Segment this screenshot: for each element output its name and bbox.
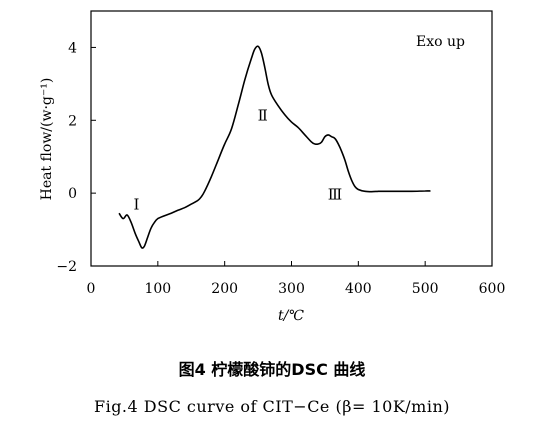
- y-tick-label: 2: [68, 113, 77, 129]
- y-tick-label: −2: [56, 259, 77, 275]
- axis-ticks: 0 100 200 300 400 500 600 −2 0 2 4: [56, 40, 505, 297]
- dsc-chart: 0 100 200 300 400 500 600 −2 0 2 4 Ⅰ Ⅱ Ⅲ Exo up Heat…: [39, 10, 505, 324]
- stage-label: Ⅲ: [328, 186, 342, 204]
- annotations: Ⅰ Ⅱ Ⅲ: [133, 106, 342, 213]
- x-tick-label: 300: [278, 281, 305, 297]
- y-tick-label: 0: [68, 186, 77, 202]
- x-tick-label: 200: [211, 281, 238, 297]
- x-tick-label: 0: [87, 281, 96, 297]
- y-axis-label: Heat flow/(w·g⁻¹): [39, 78, 55, 201]
- stage-label: Ⅰ: [133, 196, 139, 214]
- dsc-curve: [118, 45, 431, 249]
- figure-caption-cn: 图4 柠檬酸铈的DSC 曲线: [178, 360, 366, 379]
- figure-caption-en: Fig.4 DSC curve of CIT−Ce (β= 10K/min): [93, 397, 451, 416]
- x-tick-label: 500: [412, 281, 439, 297]
- series-group: [118, 45, 431, 249]
- legend-text: Exo up: [416, 34, 465, 50]
- stage-label: Ⅱ: [258, 106, 268, 124]
- x-tick-label: 400: [345, 281, 372, 297]
- x-tick-label: 100: [144, 281, 171, 297]
- y-tick-label: 4: [68, 40, 77, 56]
- x-tick-label: 600: [479, 281, 506, 297]
- x-axis-label: t/℃: [278, 308, 304, 324]
